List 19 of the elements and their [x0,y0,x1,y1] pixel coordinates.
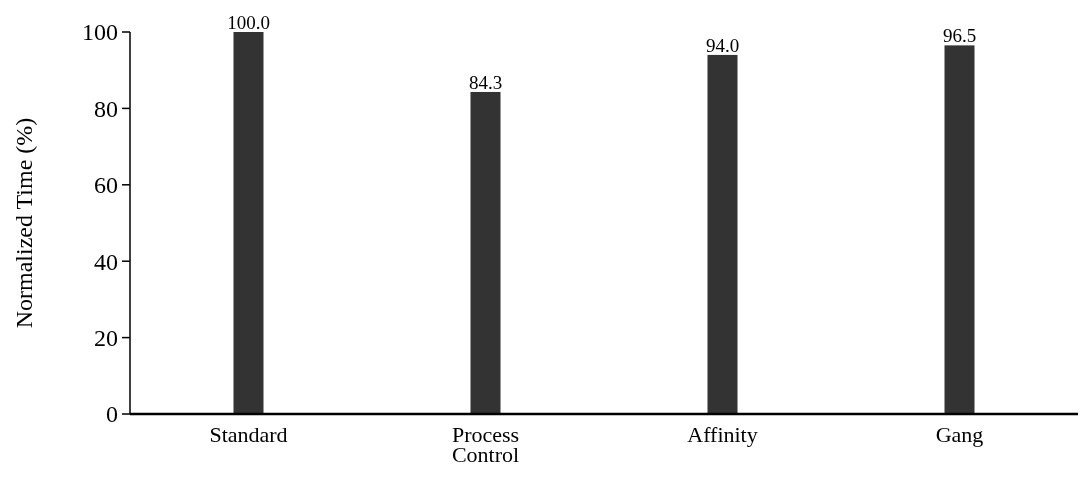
data-label: 84.3 [468,71,503,93]
y-tick-label: 60 [94,172,118,199]
bar [470,91,501,414]
y-axis-title: Normalized Time (%) [11,117,37,329]
bar [944,45,975,414]
y-tick-label: 0 [106,401,118,428]
y-tick-label: 40 [94,248,118,275]
data-label: 94.0 [705,34,740,56]
data-label: 100.0 [227,12,270,33]
y-tick-label: 80 [94,95,118,122]
x-tick-label: Process Control [451,422,520,467]
data-label: 96.5 [942,25,977,47]
bar [233,32,264,414]
x-tick-label: Affinity [687,422,758,447]
x-tick-label: Gang [935,422,984,447]
bar [707,54,738,414]
x-tick-label: Standard [209,422,288,447]
y-tick-label: 20 [94,325,118,351]
y-tick-label: 100 [82,19,118,46]
